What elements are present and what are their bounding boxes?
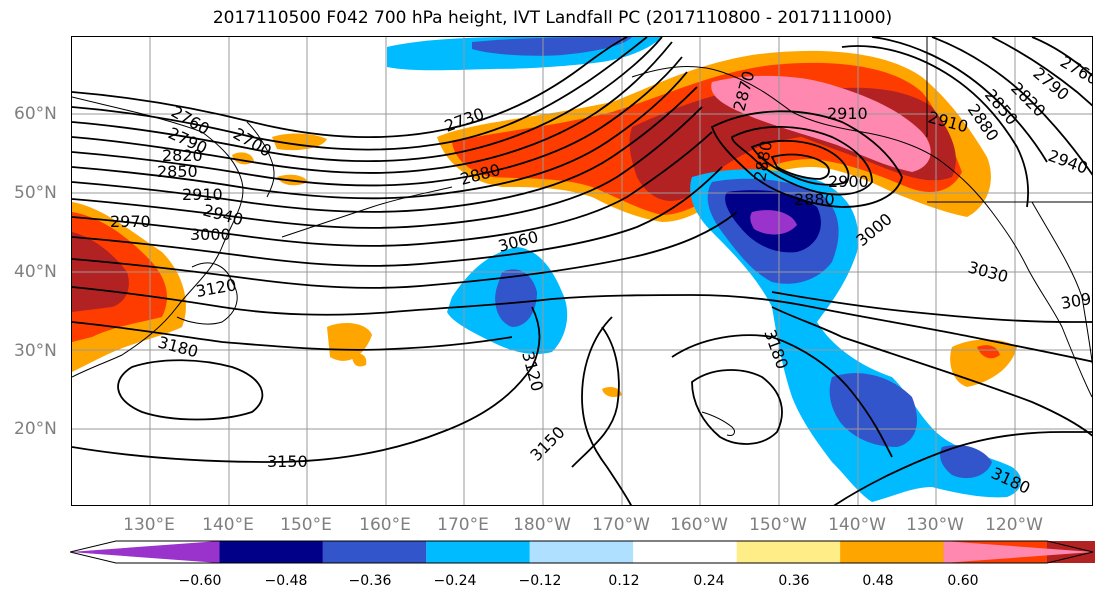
shade-mid-blue-dark — [495, 269, 537, 327]
contour-label: 2940 — [1046, 146, 1091, 178]
colorbar-swatch — [633, 541, 737, 563]
colorbar-swatch — [219, 541, 323, 563]
contour-label: 3030 — [966, 258, 1010, 287]
coast-alaska — [631, 66, 1092, 398]
shade-blob-5 — [352, 353, 367, 367]
colorbar-swatch — [529, 541, 634, 563]
lat-tick-20n: 20°N — [14, 419, 57, 439]
height-contours — [72, 37, 1092, 505]
shade-se2-blue-dark — [940, 445, 992, 479]
lon-tick-130w: 130°W — [906, 515, 964, 535]
colorbar-label: −0.36 — [348, 573, 392, 589]
colorbar-swatch — [322, 541, 427, 563]
colorbar-swatch — [840, 541, 944, 563]
shade-center-purple — [750, 210, 797, 235]
colorbar-outline — [70, 540, 1094, 564]
ivt-shading — [72, 37, 1022, 502]
map-title: 2017110500 F042 700 hPa height, IVT Land… — [212, 8, 893, 28]
colorbar-label: −0.48 — [264, 573, 308, 589]
colorbar-label: 0.24 — [693, 573, 725, 589]
shade-se-orange — [950, 339, 1017, 387]
contour-label: 2910 — [827, 104, 868, 123]
shade-small-orange — [602, 387, 622, 397]
lon-tick-170w: 170°W — [592, 515, 650, 535]
lon-tick-140e: 140°E — [202, 515, 254, 535]
colorbar-label: −0.12 — [518, 573, 562, 589]
map-panel: 2760 2790 2700 2820 2850 2910 2940 2970 … — [71, 36, 1093, 506]
contour-label: 3000 — [190, 225, 231, 244]
colorbar — [70, 540, 1095, 564]
lon-tick-150e: 150°E — [280, 515, 332, 535]
colorbar-label: 0.36 — [778, 573, 810, 589]
colorbar-label: 0.12 — [608, 573, 640, 589]
lon-tick-170e: 170°E — [437, 515, 489, 535]
colorbar-swatch — [70, 541, 220, 563]
lat-tick-30n: 30°N — [14, 341, 57, 361]
lon-tick-150w: 150°W — [749, 515, 807, 535]
coast-japan — [176, 262, 238, 325]
coast-us — [1031, 201, 1092, 365]
contour-label: 2900 — [828, 172, 869, 191]
contour-label: 3180 — [156, 333, 200, 362]
contour-label: 3090 — [1059, 287, 1093, 313]
colorbar-cells — [70, 540, 1095, 564]
coast-hawaii — [701, 411, 735, 436]
shade-se-red — [977, 345, 1000, 359]
lon-tick-160e: 160°E — [359, 515, 411, 535]
shade-north-blue-dark — [472, 37, 632, 56]
contour-label: 2910 — [182, 185, 223, 204]
shade-blob-4 — [327, 323, 372, 361]
lon-tick-140w: 140°W — [828, 515, 886, 535]
contour-label: 3000 — [852, 209, 895, 250]
contour-label: 3150 — [267, 452, 308, 471]
shade-gulf-pink — [711, 75, 931, 172]
lon-tick-180w: 180°W — [513, 515, 571, 535]
contour-label: 2880 — [794, 190, 835, 209]
contour-label: 2970 — [110, 212, 151, 231]
colorbar-label: 0.60 — [947, 573, 979, 589]
lat-tick-60n: 60°N — [14, 104, 57, 124]
lon-tick-120w: 120°W — [985, 515, 1043, 535]
coast-asia — [72, 96, 244, 378]
contour-label: 2820 — [162, 146, 203, 165]
colorbar-label: −0.60 — [178, 573, 222, 589]
colorbar-swatch — [426, 541, 530, 563]
colorbar-label: 0.48 — [862, 573, 894, 589]
map-canvas: 2760 2790 2700 2820 2850 2910 2940 2970 … — [72, 37, 1093, 505]
coast-aleutian — [281, 186, 453, 238]
lat-tick-40n: 40°N — [14, 262, 57, 282]
colorbar-swatch — [736, 541, 841, 563]
lon-tick-130e: 130°E — [123, 515, 175, 535]
colorbar-label: −0.24 — [433, 573, 477, 589]
colorbar-swatch — [943, 541, 1093, 563]
contour-label: 2850 — [157, 162, 198, 181]
lon-tick-160w: 160°W — [670, 515, 728, 535]
coast-kamchatka — [246, 121, 275, 198]
lat-tick-50n: 50°N — [14, 183, 57, 203]
